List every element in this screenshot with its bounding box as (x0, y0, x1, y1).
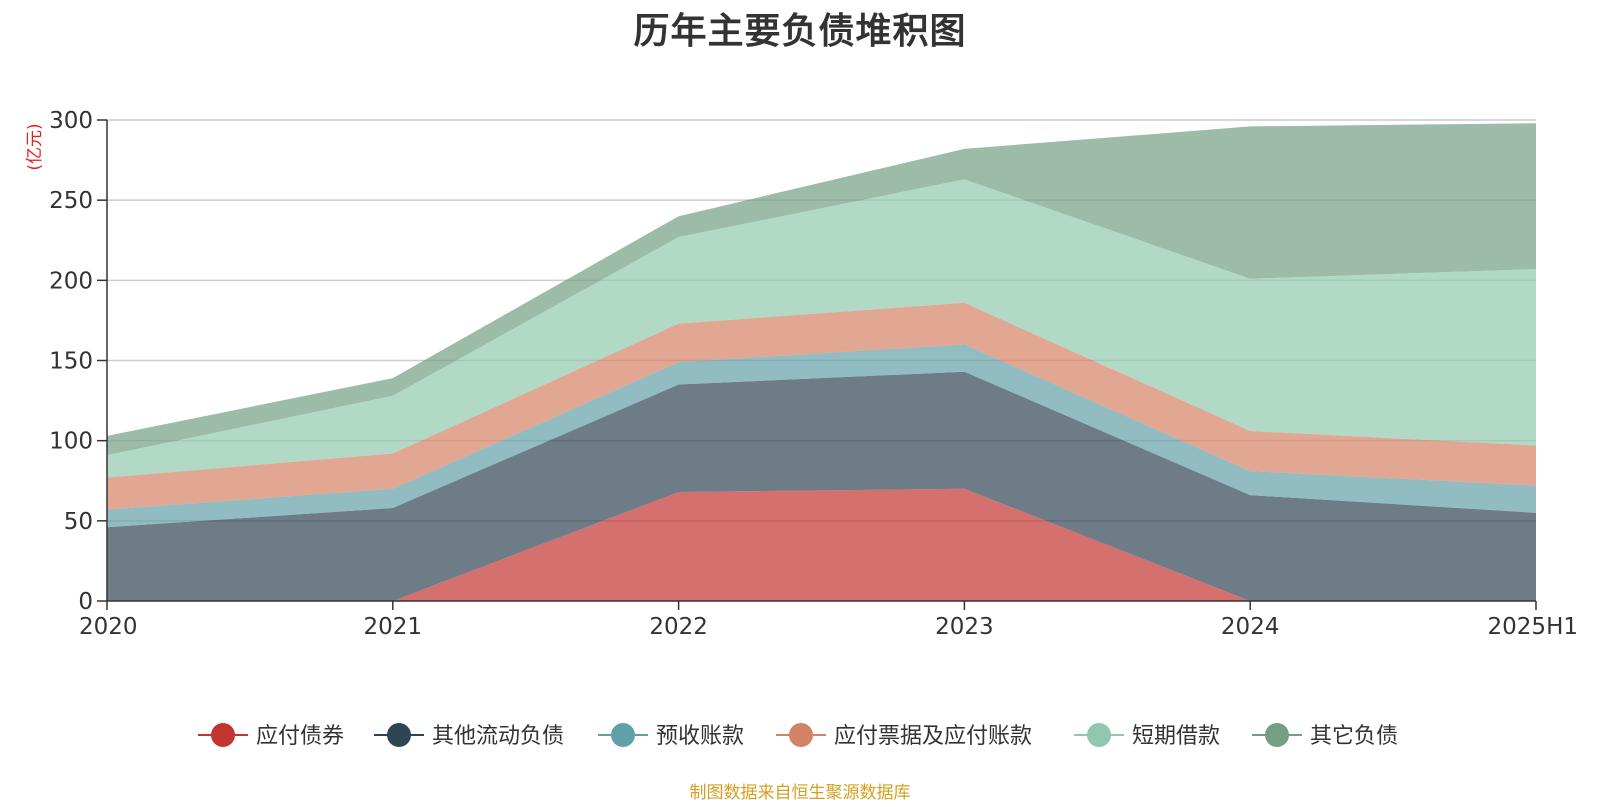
legend-marker (387, 723, 411, 747)
legend-label: 短期借款 (1132, 724, 1220, 749)
area-series (107, 123, 1536, 601)
y-tick-label: 200 (49, 268, 93, 294)
legend: 应付债券 其他流动负债 预收账款 应付票据及应付账款 短期借款 其它负债 (198, 723, 1398, 749)
legend-marker (611, 723, 635, 747)
legend-label: 其它负债 (1310, 724, 1398, 749)
legend-marker (211, 723, 235, 747)
legend-label: 预收账款 (656, 724, 744, 749)
area-短期借款 (107, 179, 1536, 478)
legend-marker (1265, 723, 1289, 747)
y-tick-label: 150 (49, 349, 93, 375)
chart-title: 历年主要负债堆积图 (633, 11, 967, 52)
legend-label: 应付票据及应付账款 (834, 724, 1032, 749)
area-应付票据及应付账款 (107, 302, 1536, 510)
x-tick-label: 2021 (364, 614, 423, 640)
legend-label: 应付债券 (256, 724, 344, 749)
source-note: 制图数据来自恒生聚源数据库 (689, 783, 911, 803)
x-tick-label: 2025H1 (1488, 614, 1578, 640)
x-tick-label: 2022 (649, 614, 708, 640)
y-tick-label: 250 (49, 188, 93, 214)
y-tick-label: 50 (64, 509, 93, 535)
area-应付债券 (107, 488, 1536, 601)
legend-marker (789, 723, 813, 747)
legend-marker (1087, 723, 1111, 747)
y-tick-label: 100 (49, 429, 93, 455)
area-预收账款 (107, 344, 1536, 528)
axes: 0 50 100 150 200 250 300(亿元) 2020 2021 2022 2023 20… (25, 108, 1578, 640)
x-tick-label: 2023 (935, 614, 994, 640)
area-其他流动负债 (107, 371, 1536, 601)
x-tick-label: 2020 (79, 614, 138, 640)
legend-label: 其他流动负债 (432, 724, 564, 749)
x-tick-label: 2024 (1221, 614, 1280, 640)
y-tick-label: 300 (49, 108, 93, 134)
area-其它负债 (107, 123, 1536, 456)
y-axis-unit: (亿元) (25, 123, 45, 170)
y-tick-label: 0 (78, 589, 93, 615)
